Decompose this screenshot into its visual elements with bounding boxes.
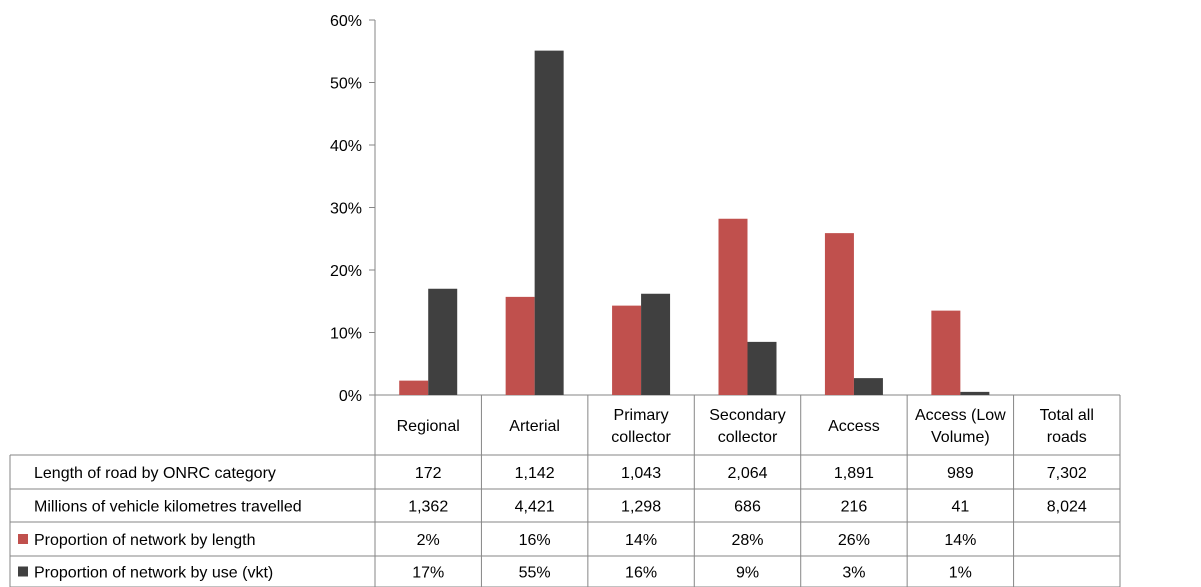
bar-length-2	[612, 305, 642, 395]
category-label: Secondary collector	[709, 407, 786, 446]
table-cell: 16%	[519, 532, 551, 549]
table-cell: 14%	[944, 532, 976, 549]
row-label: Proportion of network by use (vkt)	[34, 565, 273, 582]
category-label-line: Total all	[1040, 407, 1094, 424]
bar-length-5	[931, 310, 961, 395]
table-cell: 1,043	[621, 465, 661, 482]
bar-length-1	[505, 296, 535, 395]
category-label-line: Primary	[614, 407, 669, 424]
table-cell: 14%	[625, 532, 657, 549]
table-cell: 8,024	[1047, 499, 1087, 516]
category-label-line: Access (Low	[915, 407, 1006, 424]
table-cell: 7,302	[1047, 465, 1087, 482]
category-label-line: roads	[1047, 429, 1087, 446]
bar-use-4	[853, 378, 883, 395]
bar-length-3	[718, 218, 748, 395]
bar-use-1	[534, 50, 564, 395]
y-tick-label: 50%	[330, 76, 362, 93]
y-tick-label: 20%	[330, 263, 362, 280]
category-label: Arterial	[509, 418, 560, 435]
category-label: Access (Low Volume)	[915, 407, 1006, 446]
category-label: Regional	[397, 418, 460, 435]
y-tick-label: 40%	[330, 138, 362, 155]
bar-length-4	[824, 233, 854, 395]
table-cell: 4,421	[515, 499, 555, 516]
category-label-line: Secondary	[709, 407, 786, 424]
table-cell: 1,142	[515, 465, 555, 482]
table-cell: 1,891	[834, 465, 874, 482]
table-cell: 9%	[736, 565, 759, 582]
category-label-line: Arterial	[509, 418, 560, 435]
table-cell: 26%	[838, 532, 870, 549]
category-label-line: Regional	[397, 418, 460, 435]
table-cell: 17%	[412, 565, 444, 582]
table-cell: 686	[734, 499, 761, 516]
table-cell: 41	[951, 499, 969, 516]
category-label-line: Access	[828, 418, 880, 435]
table-cell: 1,298	[621, 499, 661, 516]
plot-bars	[399, 50, 990, 395]
row-label: Proportion of network by length	[34, 532, 255, 549]
table-cell: 3%	[842, 565, 865, 582]
table-cell: 172	[415, 465, 442, 482]
category-label-line: collector	[611, 429, 671, 446]
table-cell: 55%	[519, 565, 551, 582]
category-label-line: collector	[718, 429, 778, 446]
bar-use-2	[641, 293, 671, 395]
bar-use-3	[747, 341, 777, 395]
table-cell: 16%	[625, 565, 657, 582]
category-label: Total all roads	[1040, 407, 1094, 446]
category-label-line: Volume)	[931, 429, 990, 446]
y-tick-label: 0%	[339, 388, 362, 405]
bar-use-5	[960, 391, 990, 395]
legend-key	[18, 566, 28, 577]
row-label: Length of road by ONRC category	[34, 465, 276, 482]
row-label: Millions of vehicle kilometres travelled	[34, 499, 302, 516]
legend-key	[18, 534, 28, 544]
table-cell: 216	[841, 499, 868, 516]
table-cell: 2,064	[727, 465, 767, 482]
y-tick-label: 60%	[330, 13, 362, 30]
table-cell: 2%	[417, 532, 440, 549]
bar-length-0	[399, 380, 429, 395]
category-label: Primary collector	[611, 407, 671, 446]
table-cell: 1%	[949, 565, 972, 582]
bar-use-0	[428, 288, 458, 395]
table-cell: 1,362	[408, 499, 448, 516]
category-label: Access	[828, 418, 880, 435]
y-tick-label: 30%	[330, 201, 362, 218]
table-cell: 28%	[731, 532, 763, 549]
table-cell: 989	[947, 465, 974, 482]
y-tick-label: 10%	[330, 326, 362, 343]
